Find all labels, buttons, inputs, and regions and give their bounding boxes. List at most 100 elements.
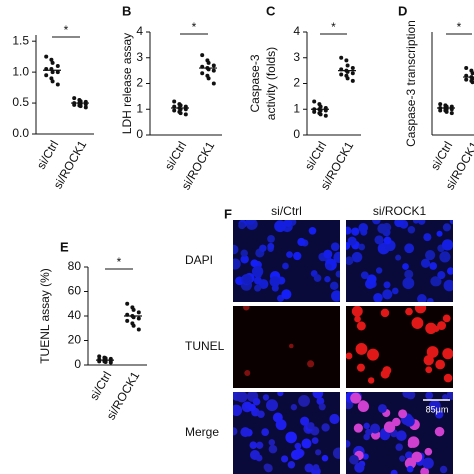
merged-nucleus <box>446 392 453 400</box>
merged-nucleus <box>298 395 310 407</box>
tunel-spot <box>288 343 294 349</box>
panel-letter: F <box>224 206 232 221</box>
data-point <box>470 71 474 76</box>
nucleus <box>269 276 281 287</box>
nucleus <box>233 258 241 270</box>
tunel-spot <box>356 363 365 372</box>
tunel-spot <box>437 321 447 331</box>
tunel-spot <box>244 369 251 376</box>
merged-nucleus <box>316 397 325 405</box>
merged-nucleus <box>240 427 251 438</box>
significance-label: * <box>331 20 336 34</box>
nucleus <box>430 276 441 287</box>
y-tick-label: 3 <box>136 50 143 64</box>
merged-nucleus <box>362 453 369 460</box>
data-point <box>125 301 130 306</box>
tunel-spot <box>346 352 353 360</box>
data-point <box>470 80 474 85</box>
tunel-spot <box>356 321 366 331</box>
merged-nucleus <box>402 392 411 398</box>
tunel-spot <box>411 317 424 329</box>
nucleus <box>308 226 317 235</box>
nucleus <box>254 284 262 292</box>
merged-nucleus <box>424 447 433 456</box>
nucleus <box>391 287 399 295</box>
data-point <box>206 60 211 65</box>
tunel-spot <box>367 348 379 361</box>
merged-nucleus <box>321 423 330 432</box>
merged-nucleus <box>349 454 359 465</box>
data-point <box>449 111 454 116</box>
merged-nucleus <box>312 464 320 471</box>
merged-nucleus <box>255 441 264 449</box>
data-point <box>136 316 141 321</box>
tunel-spot <box>425 322 437 335</box>
significance-label: * <box>457 20 462 34</box>
merged-nucleus <box>264 464 273 473</box>
significance-label: * <box>192 20 197 34</box>
y-tick-label: 60 <box>68 284 82 298</box>
nucleus <box>282 262 289 270</box>
data-point <box>200 71 205 76</box>
y-axis-label: activity (folds) <box>264 47 278 120</box>
data-point <box>200 53 205 58</box>
merged-nucleus <box>244 402 252 409</box>
merged-nucleus <box>277 392 284 397</box>
tunel-spot <box>426 346 439 358</box>
cells <box>233 220 340 302</box>
nucleus <box>353 227 360 235</box>
merged-nucleus <box>379 430 391 441</box>
y-tick-label: 1 <box>293 101 300 115</box>
cells <box>346 306 453 384</box>
nucleus <box>423 233 432 242</box>
x-tick-label: si/Ctrl <box>87 369 114 403</box>
nucleus <box>331 290 340 302</box>
data-point <box>125 318 130 323</box>
micrograph <box>233 220 340 302</box>
merged-nucleus <box>363 422 370 430</box>
y-axis-label: Caspase-3 transcription <box>404 20 418 147</box>
data-point <box>50 60 55 65</box>
micrograph-bg <box>233 306 340 388</box>
nucleus <box>233 244 239 255</box>
nucleus <box>323 249 333 259</box>
nucleus <box>286 251 293 258</box>
data-point <box>339 55 344 60</box>
data-point <box>49 76 54 81</box>
nucleus <box>436 230 443 237</box>
y-axis-label: LDH release assay <box>120 33 134 134</box>
panel-letter: D <box>398 3 407 18</box>
merged-nucleus <box>268 439 276 446</box>
nucleus <box>333 251 340 264</box>
y-tick-label: 4 <box>293 24 300 38</box>
panel-letter: C <box>266 3 276 18</box>
data-point <box>444 109 449 114</box>
nucleus <box>442 223 451 232</box>
nucleus <box>373 293 383 302</box>
y-tick-label: 1 <box>136 101 143 115</box>
merged-nucleus <box>420 467 430 474</box>
nucleus <box>274 220 287 233</box>
nucleus <box>253 276 262 285</box>
scale-bar-label: 85μm <box>426 404 449 414</box>
tunel-spot <box>435 359 446 370</box>
data-point <box>344 58 349 63</box>
panel-letter: E <box>60 239 69 254</box>
tunel-spot <box>380 308 390 318</box>
y-tick-label: 20 <box>68 333 82 347</box>
data-point <box>55 63 60 68</box>
nucleus <box>366 274 377 285</box>
nucleus <box>443 279 453 292</box>
tunel-spot <box>443 373 453 383</box>
nucleus <box>346 241 351 250</box>
micrograph <box>346 220 453 302</box>
data-point <box>50 79 55 84</box>
merged-nucleus <box>332 447 340 459</box>
data-point <box>44 73 49 78</box>
nucleus <box>425 250 436 261</box>
nucleus <box>402 263 409 270</box>
merged-nucleus <box>321 454 329 462</box>
merged-nucleus <box>266 399 278 412</box>
nucleus <box>382 289 393 300</box>
